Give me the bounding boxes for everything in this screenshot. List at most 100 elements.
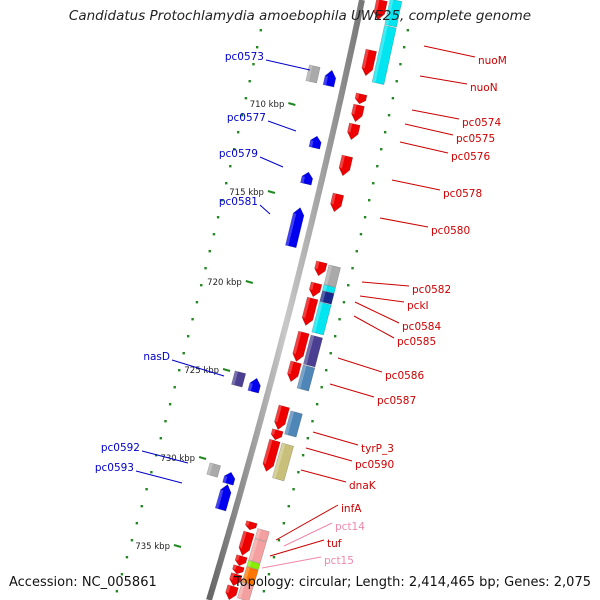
inner-guide-dot xyxy=(342,301,346,304)
inner-guide-dot xyxy=(301,454,305,457)
left-leader-line xyxy=(171,359,225,377)
outer-guide-dot xyxy=(168,403,172,406)
inner-guide-dot xyxy=(272,556,276,559)
forward-gene xyxy=(361,48,378,77)
feature-box xyxy=(322,284,336,294)
right-leader-line xyxy=(300,469,347,483)
outer-guide-dot xyxy=(248,80,251,83)
inner-guide-dot xyxy=(391,97,395,100)
right-gene-label: nuoN xyxy=(470,82,498,94)
forward-gene xyxy=(234,554,248,567)
inner-guide-dot xyxy=(399,63,402,66)
forward-gene xyxy=(351,103,365,123)
feature-box xyxy=(254,528,270,542)
inner-guide-dot xyxy=(287,505,290,508)
outer-guide-dot xyxy=(240,114,244,117)
outer-guide-dot xyxy=(233,148,236,151)
outer-guide-dot xyxy=(125,556,129,559)
feature-box xyxy=(384,0,403,28)
right-gene-label: pc0582 xyxy=(412,284,451,296)
forward-gene-shade xyxy=(373,0,380,13)
outer-guide-dot xyxy=(208,250,211,253)
outer-guide-dot xyxy=(236,131,240,134)
right-leader-line xyxy=(337,357,383,373)
tick-mark xyxy=(198,456,207,460)
right-gene-label: pct15 xyxy=(324,555,354,567)
tick-mark xyxy=(245,280,254,284)
feature-box-shade xyxy=(237,582,246,599)
left-gene-label: nasD xyxy=(143,351,170,363)
outer-guide-dot xyxy=(229,165,232,168)
feature-box xyxy=(284,410,303,438)
left-gene-label: pc0592 xyxy=(101,442,140,454)
forward-gene-shade xyxy=(292,331,302,355)
outer-guide-dot xyxy=(182,352,185,355)
feature-box xyxy=(236,582,254,600)
reverse-gene-shade xyxy=(285,213,297,246)
forward-gene-shade xyxy=(225,584,231,593)
genome-summary-text: Topology: circular; Length: 2,414,465 bp… xyxy=(233,575,591,590)
inner-guide-dot xyxy=(325,369,328,372)
outer-guide-dot xyxy=(145,488,148,491)
forward-gene xyxy=(270,428,284,441)
inner-guide-dot xyxy=(402,46,406,49)
inner-guide-dot xyxy=(333,335,337,338)
right-gene-label: tyrP_3 xyxy=(361,443,394,455)
tick-mark xyxy=(288,102,296,106)
outer-guide-dot xyxy=(255,46,259,49)
outer-guide-dot xyxy=(191,318,194,321)
forward-gene-shade xyxy=(229,572,235,580)
forward-gene xyxy=(314,260,328,277)
forward-gene xyxy=(330,192,345,213)
right-gene-label: tuf xyxy=(327,538,342,550)
forward-gene-shade xyxy=(361,49,369,69)
feature-box xyxy=(319,290,335,305)
reverse-gene xyxy=(322,69,337,88)
outer-guide-dot xyxy=(204,267,207,270)
tick-label: 720 kbp xyxy=(207,278,242,288)
reverse-gene-shade xyxy=(215,489,224,509)
inner-guide-dot xyxy=(347,284,350,287)
outer-guide-dot xyxy=(140,505,143,508)
left-gene-label: pc0581 xyxy=(219,196,258,208)
left-leader-line xyxy=(259,204,271,215)
inner-guide-dot xyxy=(363,216,367,219)
left-leader-line xyxy=(265,59,311,71)
forward-gene-shade xyxy=(238,530,247,549)
inner-guide-dot xyxy=(376,165,379,168)
forward-gene-shade xyxy=(355,92,360,99)
outer-guide-dot xyxy=(216,216,220,219)
feature-box-shade xyxy=(272,443,286,479)
outer-guide-dot xyxy=(164,420,167,423)
inner-guide-dot xyxy=(315,403,319,406)
right-gene-label: pct14 xyxy=(335,521,365,533)
left-gene-label: pc0579 xyxy=(219,148,258,160)
tick-label: 715 kbp xyxy=(229,188,264,198)
forward-gene-shade xyxy=(235,554,240,561)
forward-gene xyxy=(238,530,255,556)
right-gene-label: dnaK xyxy=(349,480,377,492)
outer-guide-dot xyxy=(259,29,263,32)
inner-guide-dot xyxy=(306,437,310,440)
feature-box-shade xyxy=(297,364,307,389)
feature-box-shade xyxy=(246,560,252,568)
right-leader-line xyxy=(411,109,460,120)
tick-label: 735 kbp xyxy=(135,542,170,552)
feature-box xyxy=(296,364,316,392)
right-leader-line xyxy=(312,431,359,446)
forward-gene xyxy=(373,0,388,21)
inner-guide-dot xyxy=(267,573,271,576)
left-gene-label: pc0577 xyxy=(227,112,266,124)
feature-box xyxy=(311,301,332,336)
right-leader-line xyxy=(423,45,476,58)
forward-gene-shade xyxy=(351,103,357,115)
outer-guide-dot xyxy=(135,522,139,525)
feature-box-shade xyxy=(372,25,388,83)
tick-label: 710 kbp xyxy=(250,100,285,110)
right-gene-label: pc0585 xyxy=(397,336,436,348)
feature-box-shade xyxy=(322,284,328,292)
map-title: Candidatus Protochlamydia amoebophila UW… xyxy=(68,8,532,24)
right-gene-label: pc0575 xyxy=(456,133,495,145)
right-leader-line xyxy=(379,217,429,228)
right-leader-line xyxy=(404,123,454,136)
